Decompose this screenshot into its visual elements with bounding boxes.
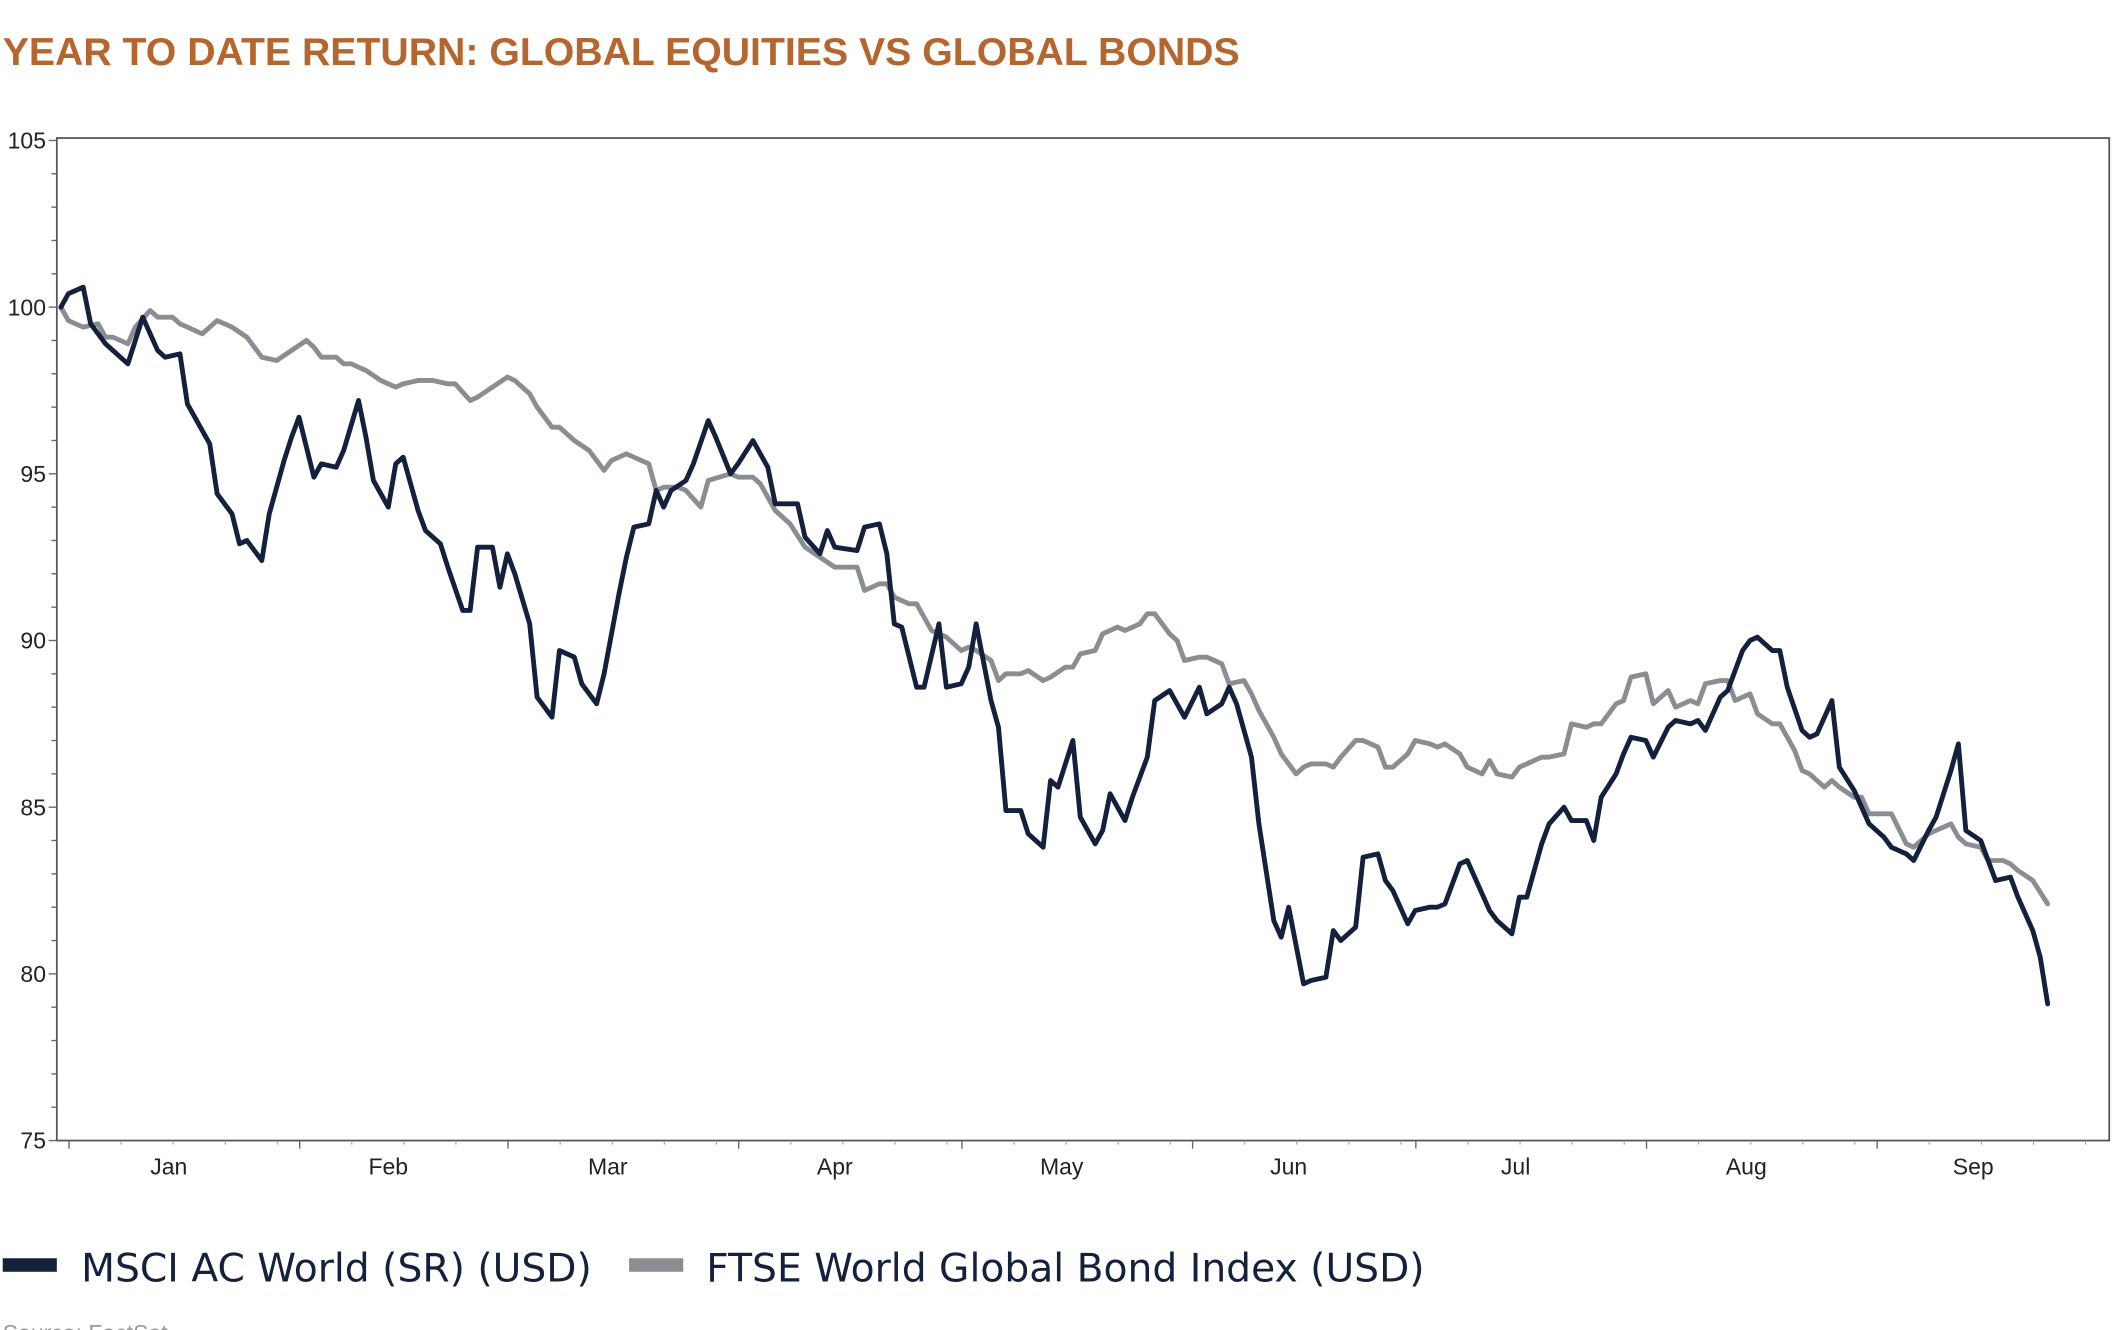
- source-note: Source: FactSet: [3, 1320, 169, 1330]
- legend-item-bonds: FTSE World Global Bond Index (USD): [629, 1246, 1425, 1291]
- x-tick-label: Feb: [368, 1153, 408, 1179]
- x-tick-label: Jun: [1270, 1153, 1307, 1179]
- y-tick-label: 100: [8, 294, 46, 320]
- legend: MSCI AC World (SR) (USD) FTSE World Glob…: [2, 1246, 1425, 1291]
- legend-swatch-equities: [2, 1258, 57, 1272]
- x-tick-label: Apr: [817, 1153, 853, 1179]
- y-tick-label: 80: [20, 961, 46, 987]
- legend-swatch-bonds: [629, 1258, 684, 1272]
- y-tick-label: 105: [8, 128, 46, 154]
- x-tick-label: Mar: [588, 1153, 628, 1179]
- legend-label-equities: MSCI AC World (SR) (USD): [81, 1246, 592, 1291]
- x-tick-label: Sep: [1953, 1153, 1994, 1179]
- x-tick-label: May: [1040, 1153, 1084, 1179]
- legend-label-bonds: FTSE World Global Bond Index (USD): [706, 1246, 1424, 1291]
- series-lines: [58, 284, 2051, 1007]
- legend-item-equities: MSCI AC World (SR) (USD): [2, 1246, 592, 1291]
- series-line-equities: [58, 284, 2051, 1007]
- x-axis: Jan Feb Mar Apr May Jun Jul Aug Sep: [68, 1140, 2087, 1179]
- chart-title: YEAR TO DATE RETURN: GLOBAL EQUITIES VS …: [3, 30, 1240, 74]
- x-tick-label: Aug: [1726, 1153, 1767, 1179]
- y-tick-label: 90: [20, 628, 46, 654]
- x-tick-label: Jul: [1501, 1153, 1530, 1179]
- y-tick-label: 85: [20, 794, 46, 820]
- y-tick-label: 95: [20, 461, 46, 487]
- y-tick-label: 75: [20, 1128, 46, 1154]
- y-axis: 75 80 85 90 95 100 105: [8, 128, 57, 1154]
- plot-frame: [55, 137, 2111, 1142]
- series-line-bonds: [58, 304, 2051, 907]
- x-tick-label: Jan: [150, 1153, 187, 1179]
